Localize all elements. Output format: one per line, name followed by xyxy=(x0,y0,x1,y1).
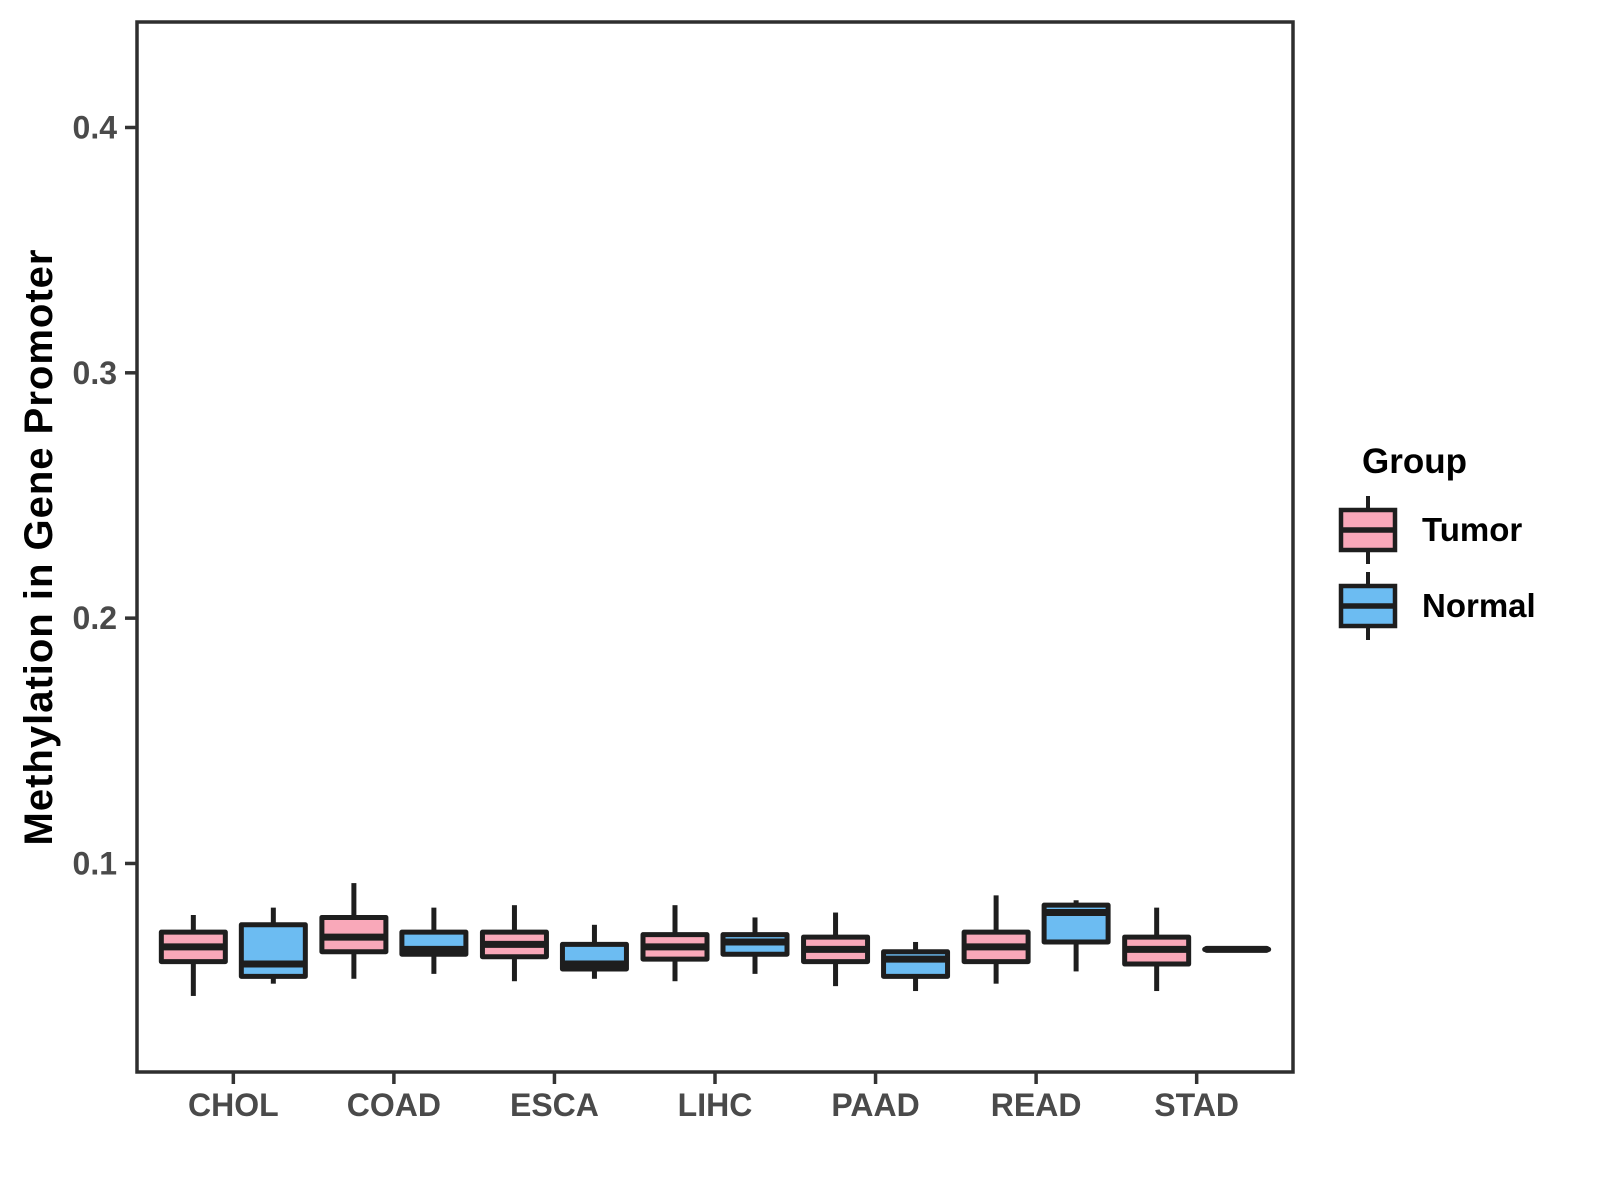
legend-item-normal: Normal xyxy=(1336,570,1536,642)
iqr-box xyxy=(238,922,308,979)
legend-label-normal: Normal xyxy=(1422,587,1536,624)
boxplot-tumor-lihc xyxy=(640,905,710,982)
boxplot-tumor-paad xyxy=(801,912,871,987)
x-tick-label: COAD xyxy=(347,1087,441,1123)
y-tick-label: 0.4 xyxy=(73,109,118,145)
boxplot-tumor-esca xyxy=(479,905,549,982)
boxplot-tumor-chol xyxy=(158,914,228,996)
x-tick-label: PAAD xyxy=(831,1087,919,1123)
normal-boxplot-key-icon xyxy=(1338,572,1398,640)
legend-label-tumor: Tumor xyxy=(1422,511,1523,548)
legend: Group Tumor Normal xyxy=(1336,442,1536,646)
iqr-box xyxy=(881,949,951,979)
boxplot-tumor-stad xyxy=(1122,907,1192,992)
y-tick-label: 0.1 xyxy=(73,845,117,881)
x-tick-label: CHOL xyxy=(188,1087,279,1123)
x-tick-label: ESCA xyxy=(510,1087,599,1123)
x-tick-label: STAD xyxy=(1154,1087,1239,1123)
legend-title: Group xyxy=(1362,442,1467,481)
y-axis-title: Methylation in Gene Promoter xyxy=(17,249,61,846)
boxplot-normal-paad xyxy=(881,941,951,992)
boxplot-normal-coad xyxy=(399,907,469,974)
boxplot-normal-chol xyxy=(238,907,308,984)
boxplot-tumor-coad xyxy=(319,883,389,979)
panel-border xyxy=(135,20,1295,1074)
boxplot-normal-lihc xyxy=(720,917,790,974)
x-tick-label: LIHC xyxy=(678,1087,753,1123)
tumor-boxplot-key-icon xyxy=(1338,496,1398,564)
x-tick-label: READ xyxy=(991,1087,1082,1123)
legend-item-tumor: Tumor xyxy=(1336,494,1536,566)
y-tick-label: 0.3 xyxy=(73,355,117,391)
boxplot-tumor-read xyxy=(961,895,1031,984)
y-tick-label: 0.2 xyxy=(73,600,117,636)
boxplot-normal-read xyxy=(1041,900,1111,972)
boxplot-normal-esca xyxy=(559,924,629,979)
